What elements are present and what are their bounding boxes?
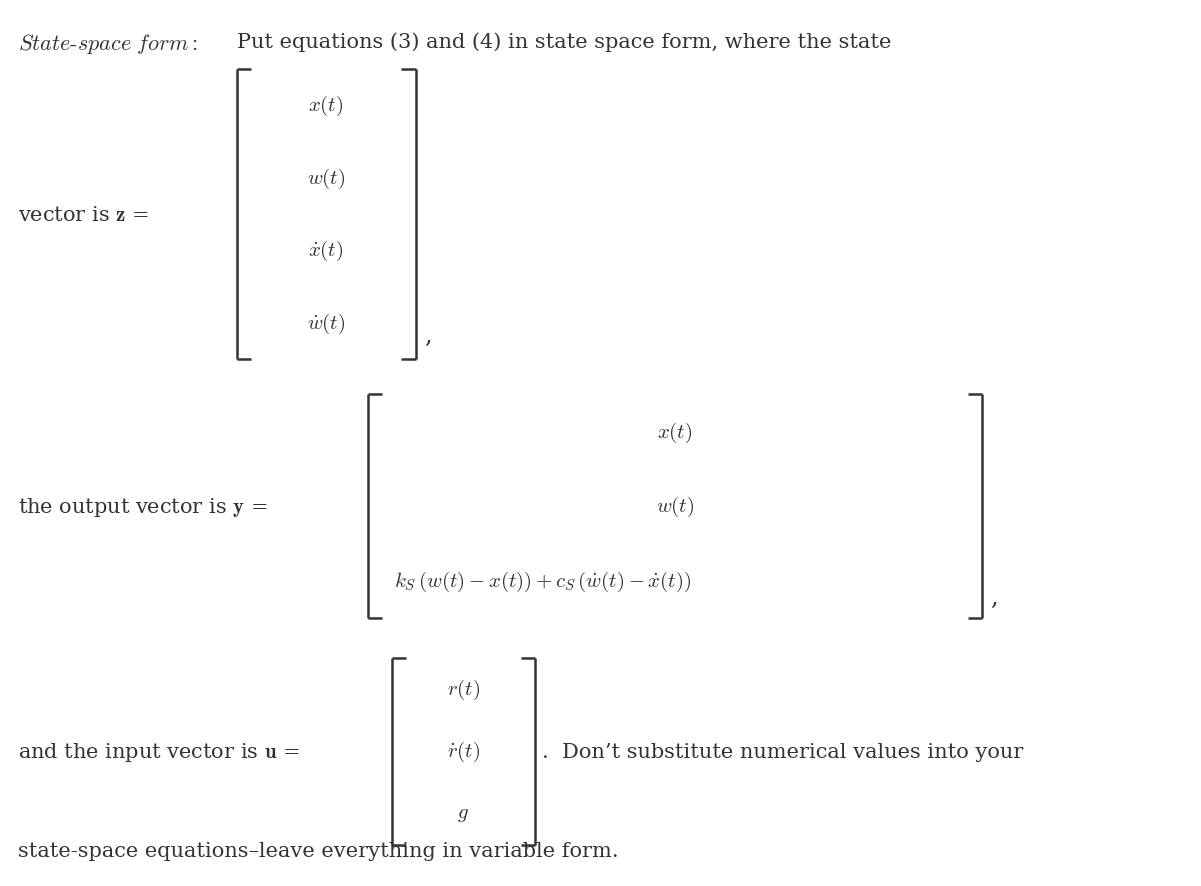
Text: $x(t)$: $x(t)$ [309, 94, 343, 118]
Text: .  Don’t substitute numerical values into your: . Don’t substitute numerical values into… [542, 742, 1023, 761]
Text: ,: , [991, 587, 998, 610]
Text: $\dot{w}(t)$: $\dot{w}(t)$ [307, 311, 346, 336]
Text: $w(t)$: $w(t)$ [656, 494, 694, 518]
Text: $\dot{r}(t)$: $\dot{r}(t)$ [447, 740, 480, 764]
Text: $g$: $g$ [458, 804, 470, 823]
Text: Put equations (3) and (4) in state space form, where the state: Put equations (3) and (4) in state space… [237, 32, 891, 52]
Text: $r(t)$: $r(t)$ [447, 677, 480, 701]
Text: the output vector is $\mathbf{y}$ =: the output vector is $\mathbf{y}$ = [18, 495, 268, 518]
Text: state-space equations–leave everything in variable form.: state-space equations–leave everything i… [18, 841, 619, 860]
Text: vector is $\mathbf{z}$ =: vector is $\mathbf{z}$ = [18, 206, 149, 224]
Text: $k_S\,(w(t) - x(t)) + c_S\,(\dot{w}(t) - \dot{x}(t))$: $k_S\,(w(t) - x(t)) + c_S\,(\dot{w}(t) -… [394, 569, 692, 594]
Text: $x(t)$: $x(t)$ [657, 420, 693, 444]
Text: and the input vector is $\mathbf{u}$ =: and the input vector is $\mathbf{u}$ = [18, 740, 300, 763]
Text: $\bf{\it{State\text{-}space\ form:}}$: $\bf{\it{State\text{-}space\ form:}}$ [18, 32, 198, 56]
Text: ,: , [424, 325, 431, 348]
Text: $\dot{x}(t)$: $\dot{x}(t)$ [309, 239, 343, 263]
Text: $w(t)$: $w(t)$ [307, 167, 346, 190]
